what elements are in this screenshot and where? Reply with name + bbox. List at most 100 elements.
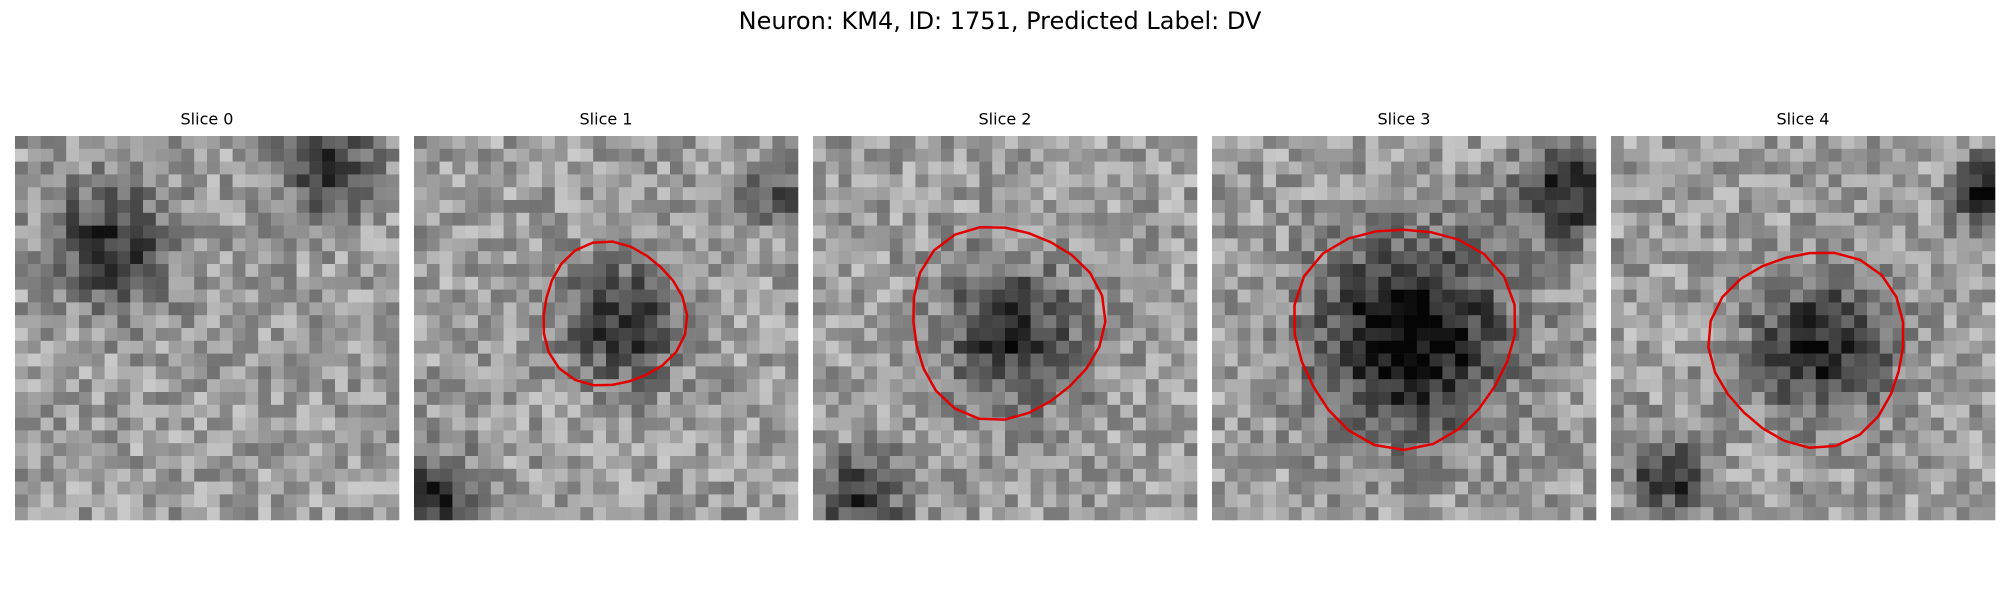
pixel [1416,481,1430,495]
pixel [928,174,942,188]
pixel [1378,468,1392,482]
pixel [1327,417,1341,431]
pixel [1094,302,1108,316]
pixel [1790,507,1804,521]
pixel [1107,161,1121,175]
pixel [1790,328,1804,342]
pixel [734,507,748,521]
pixel [104,340,118,354]
pixel [1301,225,1315,239]
pixel [1352,302,1366,316]
pixel [657,315,671,329]
pixel [1803,494,1817,508]
pixel [1803,340,1817,354]
pixel [414,468,428,482]
pixel [1250,404,1264,418]
pixel [1301,353,1315,367]
pixel [1120,148,1134,162]
pixel [1828,148,1842,162]
pixel [1391,353,1405,367]
pixel [309,174,323,188]
pixel [915,238,929,252]
pixel [979,289,993,303]
pixel [283,340,297,354]
pixel [117,366,131,380]
pixel [554,404,568,418]
pixel [554,136,568,150]
pixel [1943,148,1957,162]
pixel [1327,328,1341,342]
pixel [1030,289,1044,303]
pixel [695,366,709,380]
pixel [1056,302,1070,316]
pixel [194,481,208,495]
pixel [414,161,428,175]
pixel [1969,328,1983,342]
pixel [1107,456,1121,470]
pixel [1623,225,1637,239]
pixel [1931,302,1945,316]
pixel [1288,507,1302,521]
pixel [1288,174,1302,188]
pixel [335,404,349,418]
pixel [1158,481,1172,495]
pixel [40,468,54,482]
pixel [296,507,310,521]
pixel [1069,238,1083,252]
pixel [1005,507,1019,521]
pixel [708,200,722,214]
pixel [1094,468,1108,482]
pixel [1442,392,1456,406]
pixel [347,136,361,150]
pixel [439,225,453,239]
pixel [542,366,556,380]
pixel [1623,481,1637,495]
pixel [219,200,233,214]
pixel [772,212,786,226]
pixel [258,174,272,188]
pixel [1532,353,1546,367]
pixel [759,417,773,431]
pixel [631,417,645,431]
pixel [864,328,878,342]
pixel [721,417,735,431]
pixel [1892,200,1906,214]
pixel [1570,353,1584,367]
pixel [1969,443,1983,457]
pixel [373,494,387,508]
pixel [1828,417,1842,431]
pixel [168,148,182,162]
pixel [1519,187,1533,201]
pixel [1120,276,1134,290]
pixel [1956,302,1970,316]
pixel [1263,251,1277,265]
pixel [478,456,492,470]
pixel [91,148,105,162]
pixel [1544,302,1558,316]
pixel [1918,200,1932,214]
pixel [1133,302,1147,316]
pixel [1069,494,1083,508]
pixel [1043,276,1057,290]
pixel [1803,276,1817,290]
pixel [1532,276,1546,290]
pixel [759,353,773,367]
pixel [979,366,993,380]
pixel [181,507,195,521]
pixel [1739,340,1753,354]
pixel [606,264,620,278]
pixel [322,238,336,252]
pixel [1943,353,1957,367]
pixel [1867,225,1881,239]
pixel [194,302,208,316]
pixel [347,328,361,342]
pixel [91,289,105,303]
pixel [1713,174,1727,188]
pixel [1918,251,1932,265]
pixel [1133,315,1147,329]
pixel [915,315,929,329]
pixel [1145,225,1159,239]
pixel [864,212,878,226]
pixel [1314,417,1328,431]
pixel [644,238,658,252]
